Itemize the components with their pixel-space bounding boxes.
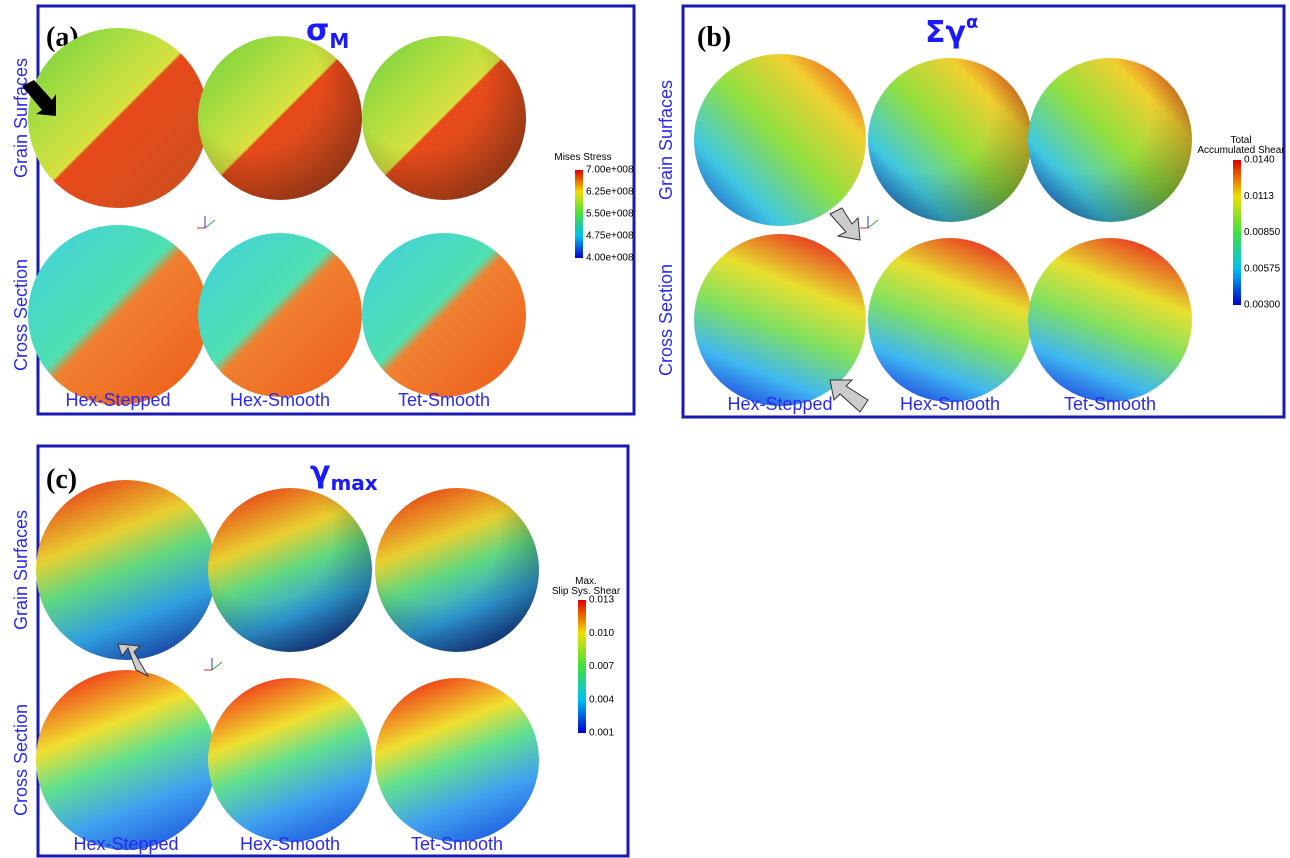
title-script: max — [330, 471, 377, 495]
colorbar-tick-label: 5.50e+008 — [586, 209, 634, 220]
sphere-shade — [362, 36, 526, 200]
column-label: Hex-Stepped — [73, 834, 178, 854]
sphere-image — [375, 678, 539, 842]
title-script: α — [966, 12, 978, 33]
panel-label: (b) — [697, 22, 731, 53]
column-label: Hex-Smooth — [900, 394, 1000, 414]
sphere-shade — [868, 58, 1032, 222]
arrow — [830, 380, 868, 412]
column-label: Hex-Smooth — [240, 834, 340, 854]
colorbar-tick-label: 6.25e+008 — [586, 187, 634, 198]
colorbar — [578, 600, 586, 733]
colorbar-tick-label: 0.00850 — [1244, 227, 1281, 238]
colorbar-tick-label: 0.010 — [589, 628, 614, 639]
row-label: Cross Section — [656, 264, 676, 376]
colorbar-tick-label: 0.013 — [589, 595, 614, 606]
colorbar-tick-label: 0.007 — [589, 661, 614, 672]
sphere-image — [1028, 238, 1192, 402]
sphere-image — [28, 28, 208, 208]
sphere-image — [208, 678, 372, 842]
row-label: Grain Surfaces — [11, 510, 31, 630]
column-label: Hex-Smooth — [230, 390, 330, 410]
column-label: Hex-Stepped — [727, 394, 832, 414]
panel-title: Σγα — [925, 12, 978, 50]
column-label: Tet-Smooth — [398, 390, 490, 410]
panel: (b) Σγα Grain Surfaces Cross Section Hex-Ste… — [656, 6, 1286, 417]
colorbar-tick-label: 0.00300 — [1244, 300, 1281, 311]
panel-title: γmax — [310, 455, 378, 495]
panel-label: (c) — [46, 464, 77, 495]
arrow — [830, 208, 860, 240]
colorbar-tick-label: 0.004 — [589, 694, 614, 705]
colorbar-tick-label: 4.75e+008 — [586, 231, 634, 242]
sphere-image — [198, 233, 362, 397]
sphere-shade — [208, 488, 372, 652]
sphere-image — [362, 233, 526, 397]
axis-triad — [212, 662, 222, 670]
sphere-image — [36, 480, 216, 660]
column-label: Tet-Smooth — [1064, 394, 1156, 414]
colorbar-tick-label: 0.0113 — [1244, 191, 1274, 202]
column-label: Hex-Stepped — [65, 390, 170, 410]
axis-triad — [868, 220, 878, 228]
axis-triad — [205, 220, 215, 228]
title-symbol: γ — [310, 455, 330, 490]
row-label: Grain Surfaces — [656, 80, 676, 200]
colorbar-tick-label: 0.00575 — [1244, 263, 1281, 274]
sphere-image — [694, 54, 866, 226]
colorbar — [1233, 160, 1241, 305]
colorbar — [575, 170, 583, 258]
column-label: Tet-Smooth — [411, 834, 503, 854]
sphere-shade — [198, 36, 362, 200]
row-label: Cross Section — [11, 259, 31, 371]
title-script: M — [329, 29, 349, 53]
colorbar-tick-label: 0.0140 — [1244, 155, 1275, 166]
sphere-shade — [1028, 58, 1192, 222]
sphere-image — [28, 225, 208, 405]
sphere-image — [36, 670, 216, 850]
colorbar-tick-label: 7.00e+008 — [586, 165, 634, 176]
panel: (c) γmax Grain Surfaces Cross Section Hex-St… — [11, 446, 628, 856]
colorbar-tick-label: 4.00e+008 — [586, 253, 634, 264]
colorbar-tick-label: 0.001 — [589, 728, 614, 739]
figure: (a)σMGrain SurfacesCross SectionHex-Step… — [0, 0, 1290, 858]
colorbar-title: Mises Stress — [554, 152, 611, 163]
sphere-image — [868, 238, 1032, 402]
row-label: Cross Section — [11, 704, 31, 816]
row-label: Grain Surfaces — [11, 58, 31, 178]
sphere-shade — [375, 488, 539, 652]
title-symbol: Σγ — [925, 15, 966, 50]
